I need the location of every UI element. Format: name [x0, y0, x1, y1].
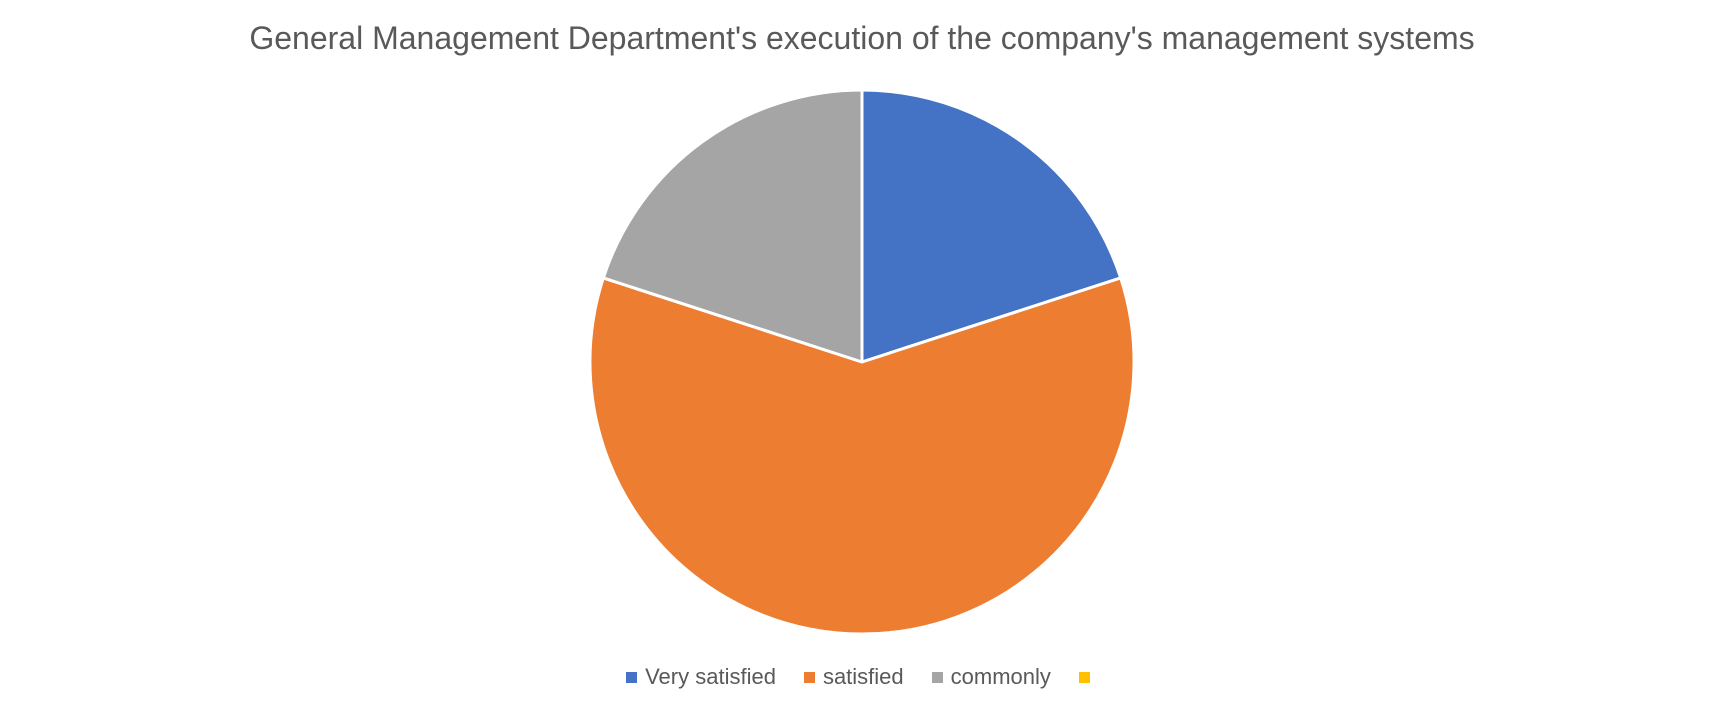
chart-legend: Very satisfied satisfied commonly — [0, 664, 1724, 690]
legend-item-3 — [1078, 671, 1098, 683]
chart-title: General Management Department's executio… — [249, 20, 1475, 56]
legend-swatch-icon — [1078, 671, 1090, 683]
legend-item-0: Very satisfied — [626, 664, 776, 690]
legend-swatch-icon — [931, 671, 943, 683]
legend-label: commonly — [950, 664, 1051, 689]
pie-slice-0 — [860, 88, 1123, 364]
legend-swatch-icon — [803, 671, 815, 683]
legend-item-1: satisfied — [803, 664, 904, 690]
legend-label: Very satisfied — [645, 664, 776, 689]
legend-item-2: commonly — [931, 664, 1051, 690]
pie-slice-1 — [588, 276, 1136, 636]
pie-slice-2 — [601, 88, 864, 364]
legend-label: satisfied — [822, 664, 904, 689]
pie-slices — [588, 88, 1136, 636]
legend-swatch-icon — [626, 671, 638, 683]
